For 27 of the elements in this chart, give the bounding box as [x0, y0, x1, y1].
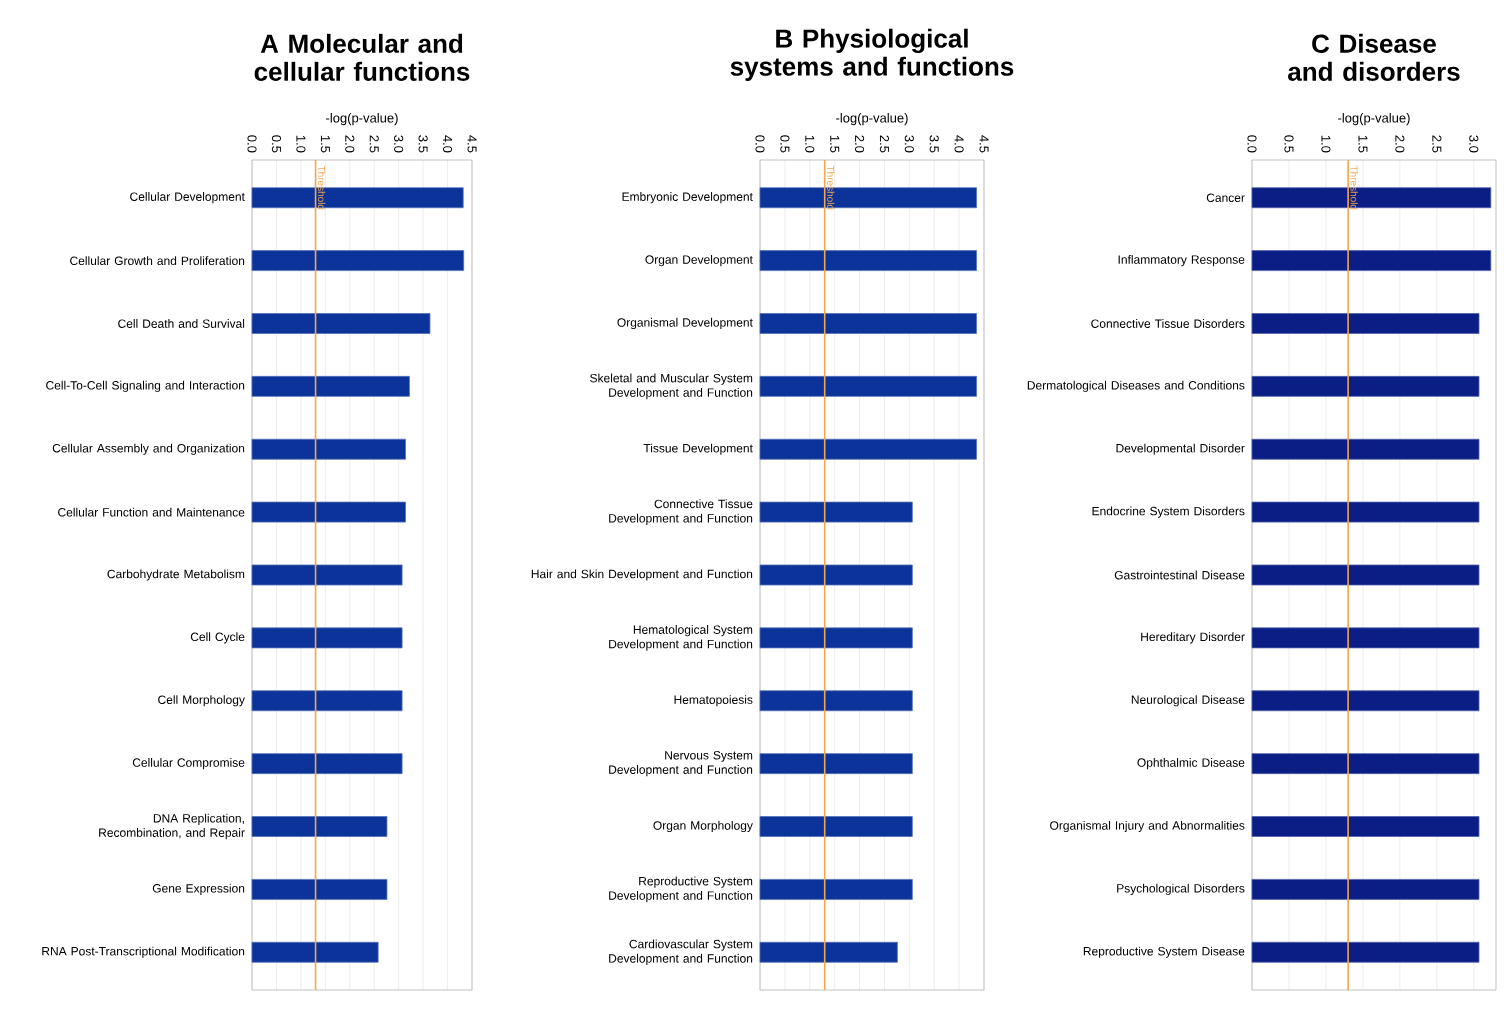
bar [759, 816, 913, 837]
bar [759, 313, 977, 334]
bar [251, 313, 431, 334]
bar [759, 564, 913, 586]
chart-title: B Physiological systems and functions [730, 28, 1014, 81]
bar [251, 375, 410, 397]
bar [759, 627, 913, 649]
bar [759, 690, 913, 712]
bar [759, 250, 977, 272]
bar [759, 878, 913, 900]
bar [759, 753, 913, 775]
bar [251, 753, 403, 775]
bar [251, 438, 406, 460]
bar [251, 878, 388, 900]
bar [759, 941, 898, 963]
bar [759, 438, 977, 460]
chart-title: C Disease and disorders [1288, 33, 1460, 81]
bar [759, 375, 977, 397]
chart-title: A Molecular and cellular functions [254, 33, 470, 81]
bar [251, 250, 465, 272]
bar [251, 816, 388, 837]
bar [759, 501, 913, 523]
bar [251, 690, 403, 712]
bar [251, 941, 379, 963]
bar [251, 627, 403, 649]
bar [251, 501, 406, 523]
bar [251, 564, 403, 586]
